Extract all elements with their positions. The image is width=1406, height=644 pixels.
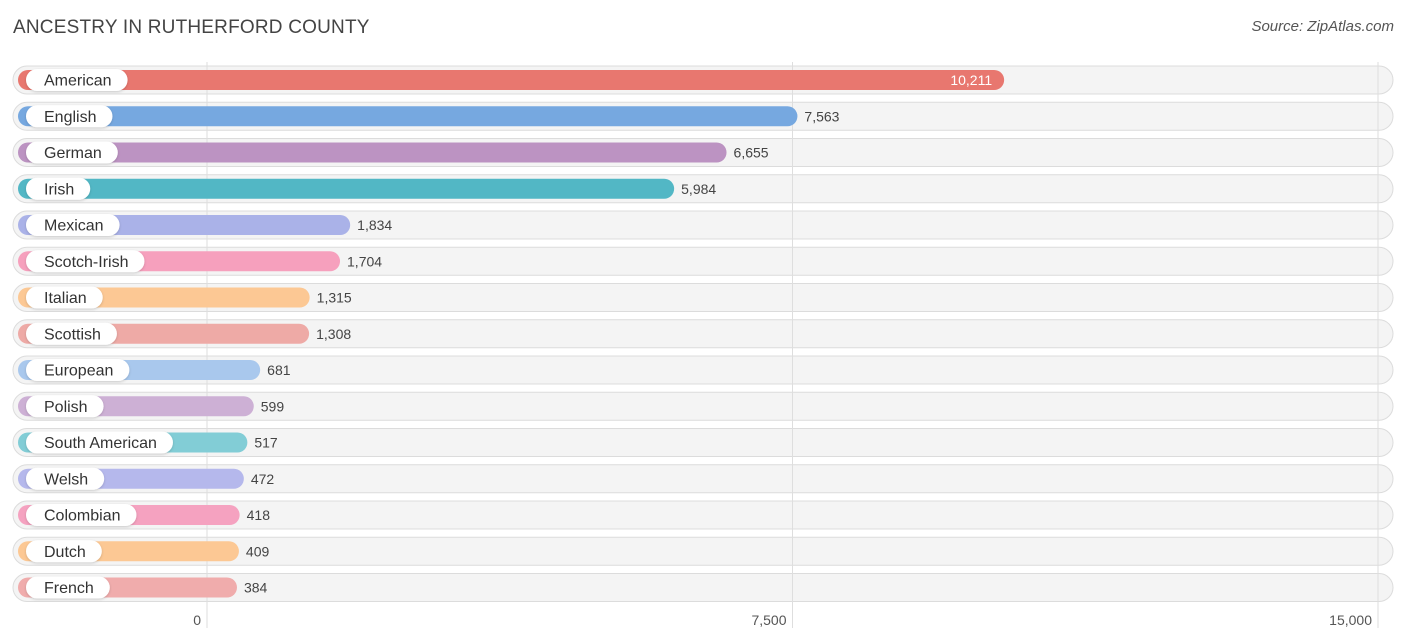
bar-track [12,319,1394,349]
category-label-pill [26,250,145,273]
category-label: Italian [44,290,87,307]
value-label: 7,563 [804,108,839,124]
bar-irish [18,178,675,199]
bar-track [12,391,1394,421]
bar-track [12,428,1394,457]
bar-track [12,210,1394,240]
category-label-pill [26,467,105,490]
value-label: 6,655 [734,145,769,161]
category-label-pill [26,177,91,200]
bars: American 10,211 English 7,563 German 6,655 Iri… [18,69,1005,599]
x-tick-label: 7,500 [751,612,786,628]
category-label-pill [26,431,173,454]
chart-title: ANCESTRY IN RUTHERFORD COUNTY [13,17,370,38]
value-label: 409 [246,543,270,559]
category-label: Scottish [44,326,101,343]
category-label: Welsh [44,471,88,488]
bar-track [12,355,1394,385]
x-tick-label: 15,000 [1329,612,1372,628]
value-label: 1,704 [347,253,382,269]
category-label: German [44,145,102,162]
value-label: 5,984 [681,181,716,197]
category-label: American [44,73,112,90]
value-label: 10,211 [950,72,992,88]
category-label-pill [26,359,130,381]
value-label: 517 [254,435,278,451]
bar-track [12,536,1394,566]
value-label: 681 [267,362,291,378]
source-credit: Source: ZipAtlas.com [1251,18,1394,35]
value-label: 1,308 [316,326,351,342]
value-label: 599 [261,398,285,414]
category-label-pill [26,322,117,345]
bar-track [12,464,1394,494]
category-label-pill [26,69,128,91]
x-axis-ticks: 0 7,500 15,000 [193,612,1372,628]
category-label-pill [26,105,113,128]
bar-track [12,573,1394,602]
category-label: French [44,580,94,597]
category-label: Mexican [44,218,104,235]
bar-german [18,142,727,163]
category-label-pill [26,504,137,526]
category-label: English [44,109,96,126]
value-label: 418 [247,507,271,523]
bar-american [18,70,1005,90]
bar-track [12,500,1394,530]
category-label-pill [26,214,120,236]
bar-track [12,246,1394,276]
category-label-pill [26,286,103,309]
category-label: Dutch [44,544,86,561]
category-label-pill [26,540,102,563]
bar-english [18,106,798,127]
category-label: European [44,363,113,380]
x-tick-label: 0 [193,612,201,628]
value-label: 472 [251,471,275,487]
value-label: 1,834 [357,217,392,233]
category-label-pill [26,395,104,418]
category-label: Scotch-Irish [44,254,128,271]
category-label: Polish [44,399,88,416]
category-label-pill [26,141,118,164]
value-label: 384 [244,580,268,596]
category-label: Colombian [44,508,120,525]
value-label: 1,315 [317,290,352,306]
category-label: South American [44,435,157,452]
bar-track [12,283,1394,312]
category-label-pill [26,576,110,599]
category-label: Irish [44,181,74,198]
